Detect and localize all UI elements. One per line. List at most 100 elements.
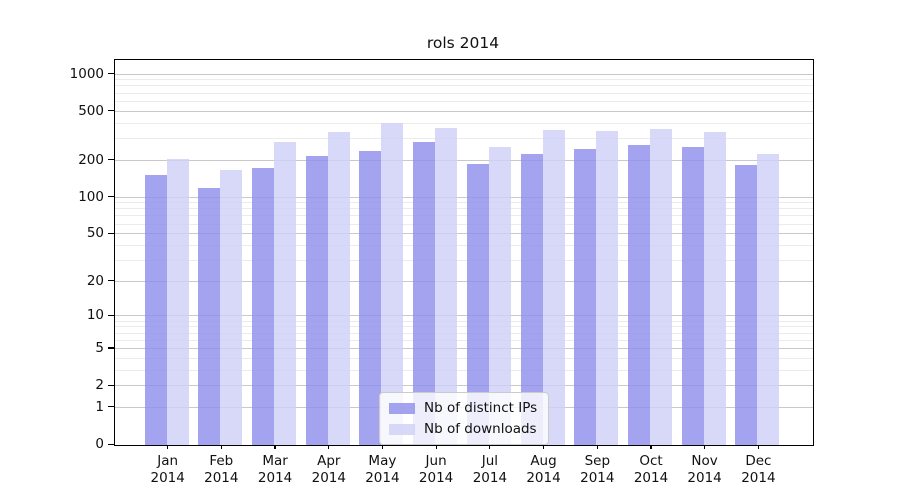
gridline-900 bbox=[115, 79, 813, 81]
y-tick-label-100: 100 bbox=[78, 188, 104, 205]
legend-swatch-downloads bbox=[389, 423, 415, 435]
x-tick-label-jan: Jan 2014 bbox=[150, 453, 185, 486]
y-tick-mark bbox=[108, 443, 114, 445]
y-tick-label-500: 500 bbox=[78, 102, 104, 119]
bar-jul-ips bbox=[466, 163, 489, 445]
y-tick-mark bbox=[108, 406, 114, 408]
bar-sep-ips bbox=[574, 148, 597, 445]
gridline-1000 bbox=[115, 73, 813, 75]
bar-nov-downloads bbox=[703, 131, 726, 445]
gridline-70 bbox=[115, 215, 813, 217]
x-tick-mark bbox=[328, 445, 330, 450]
gridline-30 bbox=[115, 259, 813, 261]
x-tick-label-nov: Nov 2014 bbox=[687, 453, 722, 486]
bar-jan-downloads bbox=[166, 159, 189, 445]
gridline-500 bbox=[115, 110, 813, 112]
bar-aug-downloads bbox=[542, 130, 565, 445]
legend-item-distinct-ips: Nb of distinct IPs bbox=[389, 400, 537, 416]
x-tick-mark bbox=[757, 445, 759, 450]
bar-mar-ips bbox=[252, 167, 275, 445]
bar-jun-ips bbox=[413, 141, 436, 445]
y-tick-label-1: 1 bbox=[95, 398, 104, 415]
y-tick-label-2: 2 bbox=[95, 377, 104, 394]
y-tick-mark bbox=[108, 159, 114, 161]
bar-dec-downloads bbox=[757, 153, 780, 445]
y-tick-label-20: 20 bbox=[86, 272, 104, 289]
x-tick-mark bbox=[704, 445, 706, 450]
y-tick-label-0: 0 bbox=[95, 436, 104, 452]
gridline-700 bbox=[115, 92, 813, 94]
gridline-800 bbox=[115, 85, 813, 87]
bar-may-downloads bbox=[381, 122, 404, 445]
gridline-3 bbox=[115, 369, 813, 371]
gridline-40 bbox=[115, 244, 813, 246]
y-tick-mark bbox=[108, 196, 114, 198]
bar-sep-downloads bbox=[596, 130, 619, 445]
gridline-4 bbox=[115, 357, 813, 359]
bar-mar-downloads bbox=[274, 141, 297, 445]
gridline-100 bbox=[115, 196, 813, 198]
y-tick-mark bbox=[108, 347, 114, 349]
gridline-60 bbox=[115, 223, 813, 225]
bar-feb-ips bbox=[198, 187, 221, 445]
gridline-10 bbox=[115, 315, 813, 317]
gridline-7 bbox=[115, 332, 813, 334]
x-tick-mark bbox=[220, 445, 222, 450]
bar-jul-downloads bbox=[488, 146, 511, 445]
y-tick-label-1000: 1000 bbox=[69, 65, 104, 82]
bar-nov-ips bbox=[681, 146, 704, 445]
y-tick-mark bbox=[108, 232, 114, 234]
x-tick-label-oct: Oct 2014 bbox=[633, 453, 669, 486]
bar-feb-downloads bbox=[220, 169, 243, 445]
x-tick-label-jun: Jun 2014 bbox=[418, 453, 454, 486]
x-tick-label-jul: Jul 2014 bbox=[472, 453, 508, 486]
plot-area: Nb of distinct IPs Nb of downloads bbox=[114, 59, 814, 446]
gridline-80 bbox=[115, 208, 813, 210]
y-tick-mark bbox=[108, 110, 114, 112]
y-tick-mark bbox=[108, 280, 114, 282]
legend-swatch-distinct-ips bbox=[389, 402, 415, 414]
gridline-400 bbox=[115, 122, 813, 124]
x-tick-label-feb: Feb 2014 bbox=[204, 453, 239, 486]
x-tick-mark bbox=[542, 445, 545, 450]
bar-oct-ips bbox=[628, 144, 650, 445]
gridline-50 bbox=[115, 233, 813, 235]
gridline-8 bbox=[115, 326, 813, 328]
x-tick-label-dec: Dec 2014 bbox=[741, 453, 776, 486]
legend-item-downloads: Nb of downloads bbox=[389, 421, 537, 437]
legend: Nb of distinct IPs Nb of downloads bbox=[379, 392, 550, 445]
gridline-9 bbox=[115, 320, 813, 322]
x-tick-mark bbox=[381, 445, 383, 450]
x-tick-label-apr: Apr 2014 bbox=[311, 453, 346, 486]
x-tick-label-may: May 2014 bbox=[365, 453, 400, 486]
gridline-2 bbox=[115, 385, 813, 387]
bar-apr-ips bbox=[305, 156, 328, 445]
legend-label-distinct-ips: Nb of distinct IPs bbox=[424, 400, 538, 416]
x-tick-mark bbox=[167, 445, 169, 450]
y-tick-label-50: 50 bbox=[86, 225, 104, 242]
x-tick-label-aug: Aug 2014 bbox=[526, 453, 561, 486]
y-tick-label-200: 200 bbox=[78, 151, 104, 168]
x-tick-mark bbox=[435, 445, 437, 450]
x-tick-label-mar: Mar 2014 bbox=[257, 453, 293, 486]
bar-may-ips bbox=[359, 151, 382, 445]
chart-title: rols 2014 bbox=[426, 34, 500, 52]
bar-oct-downloads bbox=[650, 128, 672, 445]
y-tick-mark bbox=[108, 384, 114, 386]
gridline-600 bbox=[115, 100, 813, 102]
gridline-20 bbox=[115, 280, 813, 282]
bar-apr-downloads bbox=[327, 131, 350, 445]
bar-dec-ips bbox=[735, 165, 758, 445]
bar-aug-ips bbox=[520, 153, 543, 445]
bar-jun-downloads bbox=[435, 128, 458, 445]
gridline-6 bbox=[115, 339, 813, 341]
x-tick-mark bbox=[650, 445, 652, 450]
gridline-200 bbox=[115, 159, 813, 161]
legend-label-downloads: Nb of downloads bbox=[424, 421, 537, 437]
gridline-300 bbox=[115, 137, 813, 139]
y-tick-label-10: 10 bbox=[86, 307, 104, 324]
x-tick-mark bbox=[489, 445, 491, 450]
y-tick-mark bbox=[108, 314, 114, 317]
y-tick-mark bbox=[108, 73, 114, 75]
